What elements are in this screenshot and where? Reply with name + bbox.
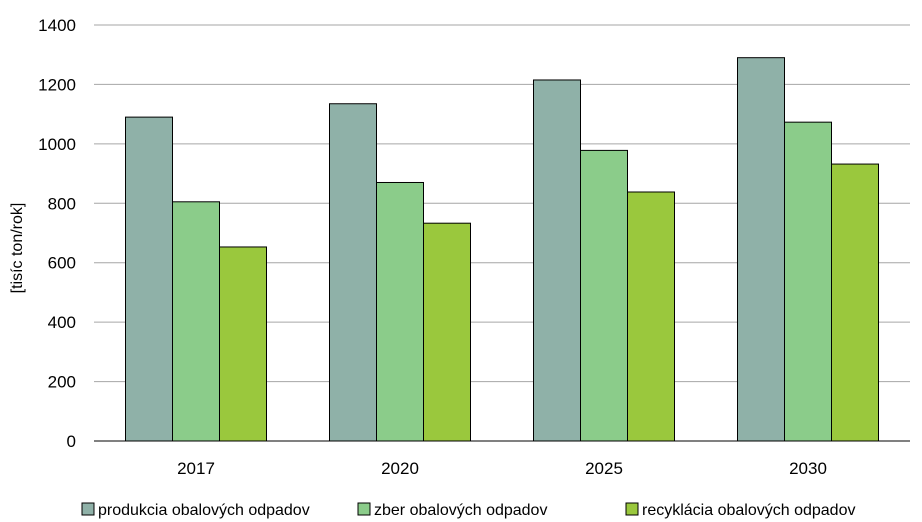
bar-2030-series-2 (831, 163, 879, 442)
bar-2025-series-1 (580, 149, 628, 442)
bars (125, 57, 879, 442)
bar-2030-series-1 (784, 121, 832, 442)
y-tick-label: 0 (67, 432, 76, 451)
x-tick-label: 2017 (177, 459, 215, 478)
axes: 0 200 400 600 800 1000 1200 1400 2017 2020 2025 203… (38, 16, 910, 478)
legend-label: recyklácia obalových odpadov (642, 502, 855, 519)
legend-swatch (625, 502, 639, 516)
legend-item: produkcia obalových odpadov (81, 502, 310, 519)
legend: produkcia obalových odpadov zber obalovýc… (81, 502, 855, 519)
y-tick-label: 200 (48, 373, 76, 392)
x-tick-label: 2020 (381, 459, 419, 478)
y-tick-label: 600 (48, 254, 76, 273)
y-axis-title: [tisíc ton/rok] (9, 203, 26, 294)
legend-swatch (81, 502, 95, 516)
y-tick-label: 1200 (38, 75, 76, 94)
bar-2030-series-0 (737, 57, 785, 442)
bar-2017-series-2 (219, 246, 267, 442)
bar-2025-series-2 (627, 191, 675, 442)
legend-label: produkcia obalových odpadov (98, 502, 310, 519)
bar-2020-series-0 (329, 103, 377, 442)
bar-2020-series-2 (423, 222, 471, 442)
bar-2017-series-0 (125, 116, 173, 442)
y-tick-label: 1400 (38, 16, 76, 35)
y-tick-label: 1000 (38, 135, 76, 154)
bar-2017-series-1 (172, 201, 220, 442)
y-tick-label: 800 (48, 194, 76, 213)
legend-item: recyklácia obalových odpadov (625, 502, 855, 519)
bar-2020-series-1 (376, 181, 424, 442)
legend-swatch (357, 502, 371, 516)
bar-2025-series-0 (533, 79, 581, 442)
x-tick-label: 2030 (789, 459, 827, 478)
legend-label: zber obalových odpadov (374, 502, 547, 519)
y-tick-label: 400 (48, 313, 76, 332)
x-tick-label: 2025 (585, 459, 623, 478)
legend-item: zber obalových odpadov (357, 502, 547, 519)
